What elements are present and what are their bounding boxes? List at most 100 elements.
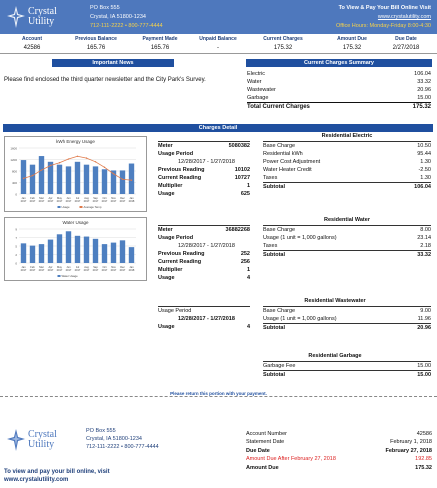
divider <box>158 141 250 142</box>
summary-row: Electric 106.04 <box>247 71 431 77</box>
x-tick-label: 2017 <box>84 199 90 203</box>
footer-address: PO Box 555 Crystal, IA 51800-1234 712-11… <box>86 427 159 451</box>
website-link[interactable]: www.crystalutility.com <box>377 14 431 20</box>
bar <box>56 234 63 263</box>
summary-row: Wastewater 20.96 <box>247 87 431 93</box>
water-usage-chart: Water Usage 0 2 5 7 9 Jan 2017 Feb 2017 Mar 2017 Ap… <box>4 217 147 281</box>
tear-line <box>0 396 437 397</box>
section-title-water: Residential Water <box>324 217 370 223</box>
crystal-logo-icon <box>7 429 25 451</box>
x-tick-label: May <box>57 196 63 200</box>
legend-swatch <box>57 275 61 277</box>
news-text: Please find enclosed the third quarter n… <box>4 77 206 83</box>
x-tick-label: 2017 <box>93 199 99 203</box>
detail-row: 12/28/2017 - 1/27/2018 <box>178 316 235 322</box>
bar <box>92 166 99 194</box>
detail-row: Taxes 1.30 <box>263 175 431 181</box>
x-tick-label: Aug <box>84 196 89 200</box>
x-tick-label: 2017 <box>39 268 45 272</box>
detail-row: 12/28/2017 - 1/27/2018 <box>178 159 235 165</box>
account-summary-bar: Account 42586 Previous Balance 165.76 Pa… <box>0 34 437 54</box>
online-pay-text: To view and pay your bill online, visit <box>4 469 110 475</box>
summary-row: Water 33.32 <box>247 79 431 85</box>
detail-row: Base Charge 9.00 <box>263 308 431 314</box>
divider <box>158 306 250 307</box>
city-line: Crystal, IA 51800-1234 <box>86 436 142 442</box>
x-tick-label: 2018 <box>129 268 135 272</box>
line-point <box>76 155 79 157</box>
remit-row-late-amount: Amount Due After February 27, 2018 192.85 <box>246 456 432 463</box>
detail-row: 12/28/2017 - 1/27/2018 <box>178 243 235 249</box>
x-tick-label: 2017 <box>21 268 27 272</box>
x-tick-label: 2017 <box>102 199 108 203</box>
line-point <box>49 164 52 167</box>
chart-title: Water Usage <box>62 220 89 225</box>
line-point <box>31 174 34 177</box>
payment-made-col: Payment Made 165.76 <box>142 36 178 51</box>
electric-charges: Base Charge 10.50 Residential kWh 95.44 Powe… <box>263 142 431 190</box>
charges-detail-banner: Charges Detail <box>3 124 433 132</box>
y-tick-label: 5 <box>15 245 17 249</box>
section-title-wastewater: Residential Wastewater <box>304 298 366 304</box>
subtotal-row: Subtotal 106.04 <box>263 182 431 190</box>
detail-row: Usage 625 <box>158 191 250 197</box>
x-tick-label: Apr <box>48 196 52 200</box>
divider <box>158 225 250 226</box>
charges-summary-banner: Current Charges Summary <box>246 59 432 67</box>
line-point <box>130 179 133 181</box>
detail-row: Multiplier 1 <box>158 183 250 189</box>
x-tick-label: Mar <box>39 265 44 269</box>
x-tick-label: Mar <box>39 196 44 200</box>
x-tick-label: Jan <box>21 265 26 269</box>
phone-numbers: 712-111-2222 • 800-777-4444 <box>86 444 159 450</box>
x-tick-label: Jan <box>129 196 134 200</box>
y-tick-label: 1200 <box>10 158 17 162</box>
detail-row: Residential kWh 95.44 <box>263 151 431 157</box>
y-tick-label: 7 <box>15 236 17 240</box>
divider <box>263 141 431 142</box>
detail-row: Power Cost Adjustment 1.30 <box>263 159 431 165</box>
y-tick-label: 0 <box>15 262 17 266</box>
x-tick-label: Feb <box>30 196 35 200</box>
bar <box>38 244 45 263</box>
bar <box>74 161 81 194</box>
line-point <box>94 161 97 163</box>
bar <box>128 247 135 263</box>
x-tick-label: Jun <box>66 265 71 269</box>
logo-name-line2: Utility <box>28 439 55 450</box>
footer-website-link[interactable]: www.crystalutility.com <box>4 477 69 483</box>
return-note: Please return this portion with your pay… <box>170 391 267 396</box>
footer-online-message: To view and pay your bill online, visit … <box>4 468 110 484</box>
detail-row: Usage Period <box>158 235 194 241</box>
bar <box>20 243 27 263</box>
x-tick-label: 2017 <box>48 199 54 203</box>
subtotal-row: Subtotal 33.32 <box>263 250 431 258</box>
remit-row-amount-due: Amount Due 175.32 <box>246 464 432 471</box>
detail-row: Usage (1 unit = 1,000 gallons) 23.14 <box>263 235 431 241</box>
section-title-electric: Residential Electric <box>321 133 373 139</box>
x-tick-label: Apr <box>48 265 52 269</box>
bar <box>101 244 108 263</box>
legend-label: Water Usage <box>62 274 79 278</box>
bar <box>92 238 99 263</box>
remit-row: Statement Date February 1, 2018 <box>246 439 432 446</box>
wastewater-meter-info: Usage Period 12/28/2017 - 1/27/2018 Usage 4 <box>158 307 250 331</box>
x-tick-label: 2017 <box>93 268 99 272</box>
x-tick-label: Jun <box>66 196 71 200</box>
bar <box>83 164 90 194</box>
x-tick-label: Nov <box>111 265 116 269</box>
pay-online-text: To View & Pay Your Bill Online Visit <box>338 5 431 11</box>
important-news-banner: Important News <box>52 59 174 67</box>
y-tick-label: 1600 <box>10 147 17 151</box>
x-tick-label: 2018 <box>129 199 135 203</box>
summary-total-row: Total Current Charges 175.32 <box>247 102 431 110</box>
legend-label: Average Temp <box>84 205 102 209</box>
previous-balance-col: Previous Balance 165.76 <box>75 36 117 51</box>
company-logo: Crystal Utility <box>6 5 76 31</box>
subtotal-row: Subtotal 15.00 <box>263 370 431 378</box>
x-tick-label: Jul <box>76 196 80 200</box>
due-date-col: Due Date 2/27/2018 <box>392 36 420 51</box>
x-tick-label: 2017 <box>111 268 117 272</box>
line-point <box>58 162 61 164</box>
x-tick-label: 2017 <box>75 199 81 203</box>
